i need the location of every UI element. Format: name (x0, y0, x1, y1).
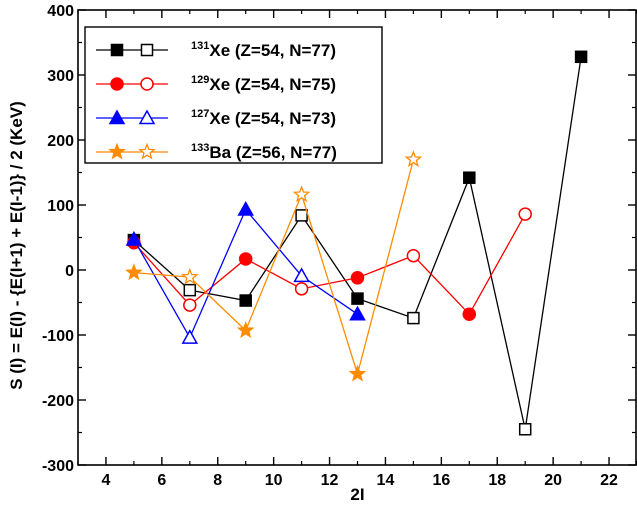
y-axis-title: S (I) = E(I) - {E(I+1) + E(I-1)} / 2 (Ke… (7, 101, 26, 390)
x-tick-label: 22 (600, 472, 618, 489)
legend-label-mass-number: 131 (191, 40, 209, 52)
x-axis-title: 2I (350, 485, 364, 504)
data-point (181, 329, 199, 344)
x-tick-label: 12 (321, 472, 339, 489)
legend-label-mass-number: 127 (191, 108, 209, 120)
series-2 (125, 201, 366, 344)
data-point (406, 248, 421, 263)
legend-marker-filled (108, 142, 126, 160)
y-tick-label: 0 (65, 263, 74, 280)
data-point (574, 50, 588, 64)
y-tick-label: 200 (47, 133, 74, 150)
series-line (133, 159, 415, 377)
legend-marker-open (138, 109, 156, 125)
data-point (518, 207, 532, 221)
series-1 (127, 207, 532, 321)
data-point (350, 271, 365, 285)
x-tick-label: 16 (432, 472, 450, 489)
legend: 131Xe (Z=54, N=77)129Xe (Z=54, N=75)127X… (84, 26, 383, 164)
x-tick-label: 10 (265, 472, 283, 489)
plot-frame (77, 9, 637, 466)
tick-layer: 4 6 8 10 12 14 16 18 20 22 -300 -200 -100 0 100 200 300 4… (42, 3, 637, 489)
x-tick-label: 6 (157, 472, 166, 489)
legend-label: 127Xe (Z=54, N=73) (191, 108, 336, 128)
legend-entry: 131Xe (Z=54, N=77) (96, 40, 336, 60)
legend-label: 133Ba (Z=56, N=77) (191, 142, 337, 162)
series-layer (125, 50, 588, 436)
y-tick-label: 300 (47, 68, 74, 85)
legend-marker-filled (110, 43, 124, 57)
legend-marker-open (138, 142, 156, 160)
data-point (180, 267, 199, 285)
legend-entry: 133Ba (Z=56, N=77) (96, 142, 337, 162)
series-line (133, 208, 358, 340)
data-point (295, 209, 308, 222)
data-point (239, 294, 252, 307)
y-tick-label: -200 (42, 393, 74, 410)
legend-marker-open (140, 77, 154, 91)
data-point (293, 267, 310, 283)
x-tick-label: 4 (101, 472, 110, 489)
data-point (518, 423, 532, 436)
legend-entry: 129Xe (Z=54, N=75) (96, 74, 336, 94)
data-point (125, 230, 143, 246)
legend-marker-open (140, 43, 154, 57)
data-point (462, 307, 477, 321)
data-point (238, 252, 253, 266)
legend-label-text: Xe (Z=54, N=75) (209, 75, 336, 94)
legend-label: 131Xe (Z=54, N=77) (191, 40, 336, 60)
legend-entry: 127Xe (Z=54, N=73) (96, 108, 336, 128)
legend-label-text: Xe (Z=54, N=77) (209, 41, 336, 60)
x-tick-label: 8 (213, 472, 222, 489)
legend-label-text: Xe (Z=54, N=73) (209, 109, 336, 128)
series-3 (125, 150, 423, 382)
data-point (294, 282, 309, 296)
legend-label-mass-number: 129 (191, 74, 209, 86)
data-point (292, 185, 311, 203)
data-point (183, 283, 197, 297)
data-point (463, 171, 476, 184)
legend-label: 129Xe (Z=54, N=75) (191, 74, 336, 94)
y-tick-label: -100 (42, 328, 74, 345)
data-point (407, 311, 420, 325)
data-point (125, 263, 143, 281)
data-point (183, 298, 197, 312)
data-point (404, 150, 423, 168)
data-point (236, 321, 255, 338)
legend-label-text: Ba (Z=56, N=77) (209, 143, 337, 162)
y-tick-label: 100 (47, 198, 74, 215)
data-point (237, 201, 254, 216)
legend-marker-filled (110, 77, 124, 91)
legend-label-mass-number: 133 (191, 142, 209, 154)
data-point (349, 305, 366, 321)
data-point (351, 292, 364, 305)
y-tick-label: -300 (42, 458, 74, 475)
legend-marker-filled (108, 109, 126, 125)
data-point (348, 364, 367, 382)
x-tick-label: 20 (544, 472, 562, 489)
x-tick-label: 14 (377, 472, 395, 489)
y-tick-label: 400 (47, 3, 74, 20)
x-tick-label: 18 (488, 472, 506, 489)
